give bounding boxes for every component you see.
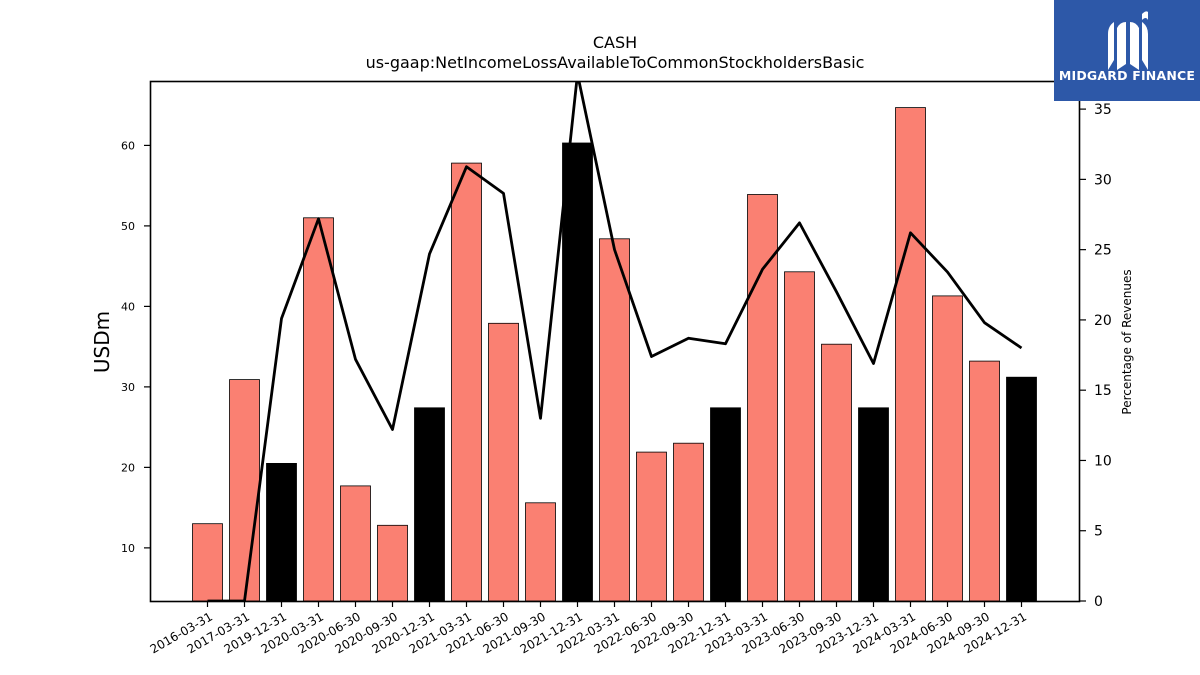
bar-2024-03-31 — [895, 107, 926, 602]
y-tick-label: 60 — [121, 139, 135, 152]
bar-2022-12-31 — [710, 407, 741, 602]
bar-2021-03-31 — [451, 162, 482, 602]
y-tick-label: 20 — [121, 461, 135, 474]
y-tick-label: 50 — [121, 220, 135, 233]
y-axis-label: USDm — [90, 311, 114, 373]
bar-2020-12-31 — [414, 407, 445, 602]
y-tick-label: 30 — [121, 381, 135, 394]
y2-tick-label: 30 — [1094, 172, 1112, 188]
y2-tick-label: 10 — [1094, 453, 1112, 469]
y-tick-label: 10 — [121, 542, 135, 555]
x-axis-ticks: 2016-03-312017-03-312019-12-312020-03-31… — [148, 601, 1029, 656]
y2-axis-ticks: 0 5 10 15 20 25 30 35 — [1080, 102, 1112, 610]
bar-2021-09-30 — [525, 502, 556, 602]
brand-name: MIDGARD FINANCE — [1058, 68, 1196, 83]
chart-title: CASH — [593, 33, 637, 52]
bar-2017-03-31 — [229, 379, 260, 602]
y2-tick-label: 25 — [1094, 243, 1112, 259]
midgard-logo-icon — [1108, 11, 1148, 70]
percentage-line — [207, 81, 1023, 601]
line-series — [207, 81, 1023, 601]
y-tick-label: 40 — [121, 300, 135, 313]
bar-2022-09-30 — [673, 442, 704, 602]
y2-tick-label: 20 — [1094, 313, 1112, 329]
bar-2023-09-30 — [821, 343, 852, 602]
bar-2024-09-30 — [969, 360, 1000, 602]
bar-2024-12-31 — [1006, 376, 1037, 602]
bar-2020-03-31 — [303, 217, 334, 602]
y2-tick-label: 35 — [1094, 102, 1112, 118]
bar-2021-06-30 — [488, 322, 519, 602]
y2-tick-label: 0 — [1094, 594, 1103, 610]
brand-logo: MIDGARD FINANCE — [1054, 0, 1200, 101]
bar-2023-03-31 — [747, 194, 778, 602]
chart-subtitle: us-gaap:NetIncomeLossAvailableToCommonSt… — [366, 53, 865, 72]
y2-tick-label: 15 — [1094, 383, 1112, 399]
bar-2020-09-30 — [377, 524, 408, 602]
bar-2022-06-30 — [636, 451, 667, 602]
bar-2016-03-31 — [192, 523, 223, 602]
bar-2024-06-30 — [932, 295, 963, 602]
y-axis-ticks: 10 20 30 40 50 60 — [121, 139, 150, 555]
bar-2023-06-30 — [784, 271, 815, 602]
bar-series — [192, 107, 1037, 602]
bar-2022-03-31 — [599, 238, 630, 602]
bar-2021-12-31 — [562, 142, 593, 602]
y2-axis-label: Percentage of Revenues — [1120, 269, 1134, 414]
bar-2023-12-31 — [858, 407, 889, 602]
bar-2020-06-30 — [340, 485, 371, 602]
y2-tick-label: 5 — [1094, 524, 1103, 540]
bar-2019-12-31 — [266, 462, 297, 602]
